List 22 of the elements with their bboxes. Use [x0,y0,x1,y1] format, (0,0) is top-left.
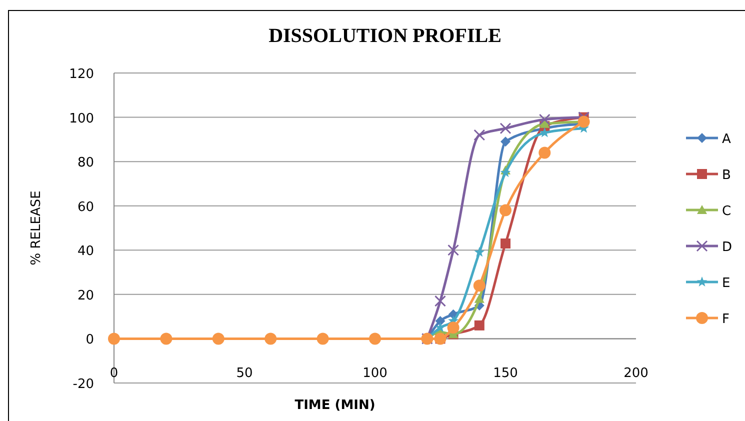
y-tick-label: 60 [77,200,94,215]
y-axis-title: % RELEASE [29,190,44,266]
y-tick-label: 20 [77,288,94,304]
x-axis-title: TIME (MIN) [294,398,376,413]
y-tick-label: 0 [86,332,94,348]
chart-title: DISSOLUTION PROFILE [268,25,502,47]
legend-label: B [722,168,731,183]
x-tick-label: 150 [493,366,518,381]
x-tick-label: 50 [236,366,253,381]
x-tick-label: 100 [362,366,388,381]
y-tick-label: 40 [77,244,94,260]
y-tick-label: 120 [69,67,94,82]
y-tick-label: 80 [77,156,94,171]
x-tick-label: 200 [624,366,648,381]
legend-label: F [722,312,730,327]
y-tick-label: -20 [72,377,94,392]
legend-label: C [722,204,732,219]
x-tick-label: 0 [110,366,118,381]
legend-label: D [722,240,732,255]
legend-label: E [722,276,730,291]
y-tick-label: 100 [69,111,94,126]
legend-label: A [722,132,731,147]
